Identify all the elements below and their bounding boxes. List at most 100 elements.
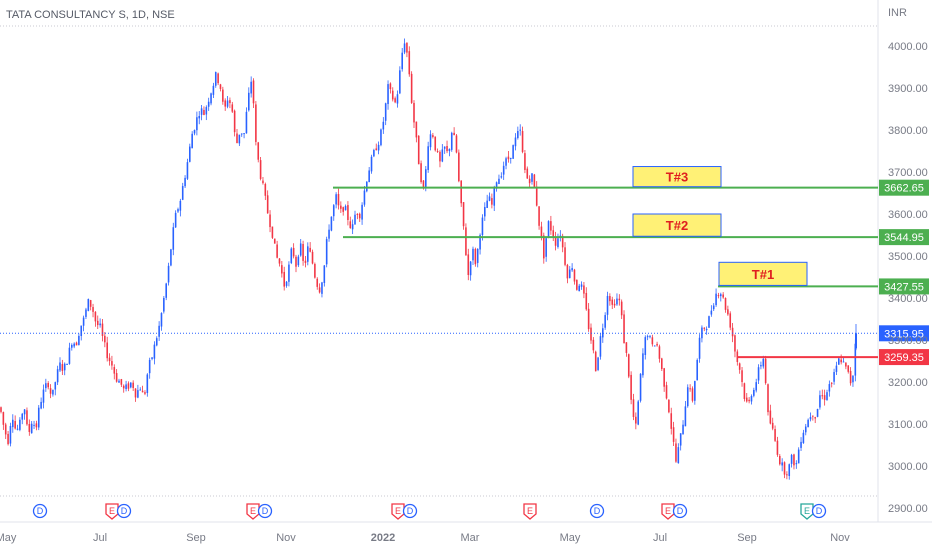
candle	[226, 95, 229, 109]
candle	[616, 293, 618, 306]
candle	[625, 342, 628, 357]
candle	[61, 359, 64, 375]
candle	[642, 348, 644, 378]
dividend-marker-icon[interactable]: D	[589, 503, 605, 519]
candle	[66, 363, 68, 365]
candle	[406, 42, 408, 58]
candle	[127, 381, 130, 392]
candle	[45, 378, 47, 392]
candle	[408, 46, 411, 77]
candle	[434, 136, 437, 152]
candle	[184, 175, 186, 189]
level-price-tag-2	[879, 278, 929, 295]
candle	[472, 246, 474, 265]
earnings-marker-icon[interactable]: E	[391, 503, 405, 520]
candle	[33, 420, 35, 430]
candle	[682, 420, 684, 435]
candle	[833, 368, 835, 385]
candle	[410, 71, 413, 104]
chart-title: TATA CONSULTANCY S, 1D, NSE	[6, 9, 175, 21]
candle	[240, 133, 243, 137]
candle	[337, 188, 340, 210]
candle	[307, 242, 309, 266]
candle	[835, 361, 838, 376]
candle	[531, 173, 533, 185]
candle	[375, 143, 378, 151]
candle	[460, 180, 462, 207]
candle	[786, 471, 788, 480]
target-box-1[interactable]	[632, 166, 722, 188]
candle	[694, 380, 696, 405]
candle	[453, 127, 455, 136]
dividend-marker-icon[interactable]: D	[116, 503, 132, 519]
candle	[193, 129, 196, 136]
candle	[363, 186, 366, 207]
candle	[368, 166, 370, 183]
candle	[450, 131, 453, 152]
target-box-2[interactable]	[632, 213, 722, 237]
candle	[564, 242, 566, 267]
candle	[594, 350, 597, 372]
candle	[800, 437, 802, 452]
candle	[49, 384, 52, 399]
candle	[498, 174, 500, 185]
candle	[476, 248, 479, 268]
level-price-tag-0	[879, 179, 929, 196]
candle	[115, 369, 118, 383]
price-axis[interactable]: 3662.65 3544.95 3427.55 3259.35 3315.95 2900.…	[879, 41, 929, 515]
target-label: T#1	[752, 267, 774, 282]
dividend-marker-icon[interactable]: D	[672, 503, 688, 519]
earnings-marker-icon[interactable]: E	[246, 503, 260, 520]
dividend-marker-icon[interactable]: D	[257, 503, 273, 519]
candle	[528, 175, 531, 188]
candle	[764, 355, 767, 385]
candle	[552, 225, 555, 242]
grid-layer	[0, 0, 932, 523]
candle	[165, 282, 167, 301]
candle	[488, 192, 491, 202]
candle	[330, 216, 333, 232]
candle	[727, 305, 729, 316]
candle	[429, 130, 432, 151]
candle	[262, 176, 264, 185]
earnings-marker-icon[interactable]: E	[105, 503, 119, 520]
dividend-marker-icon[interactable]: D	[402, 503, 418, 519]
candle	[637, 399, 639, 426]
candle	[295, 254, 297, 273]
dividend-marker-icon[interactable]: D	[811, 503, 827, 519]
candle	[174, 210, 177, 228]
candle	[849, 367, 852, 386]
candle	[222, 86, 224, 105]
candle	[323, 265, 326, 287]
candle	[710, 305, 713, 317]
x-tick-label: Nov	[830, 532, 850, 544]
candle	[311, 249, 314, 265]
candle	[663, 367, 665, 392]
y-tick-label: 3500.00	[888, 251, 928, 263]
candle	[661, 357, 663, 372]
earnings-marker-icon[interactable]: E	[800, 503, 814, 520]
earnings-marker-icon[interactable]: E	[661, 503, 675, 520]
candle	[847, 365, 850, 374]
candle	[514, 133, 517, 151]
candle	[816, 408, 819, 418]
level-price-tag-1	[879, 229, 929, 246]
candle	[587, 303, 590, 332]
candle	[795, 460, 798, 469]
earnings-marker-icon[interactable]: E	[523, 503, 537, 520]
candle	[111, 355, 113, 370]
candle	[802, 429, 805, 444]
candle	[571, 263, 573, 272]
candle	[137, 384, 139, 399]
target-box-3[interactable]	[718, 261, 808, 286]
level-price-label-0: 3662.65	[884, 183, 924, 195]
candle	[394, 96, 396, 104]
dividend-marker-icon[interactable]: D	[32, 503, 48, 519]
candle	[356, 213, 359, 220]
svg-text:D: D	[262, 506, 269, 516]
time-axis[interactable]: May Jul Sep Nov 2022 Mar May Jul Sep Nov	[0, 532, 850, 544]
candle	[75, 341, 78, 346]
candle	[160, 312, 163, 331]
candle	[403, 38, 406, 55]
